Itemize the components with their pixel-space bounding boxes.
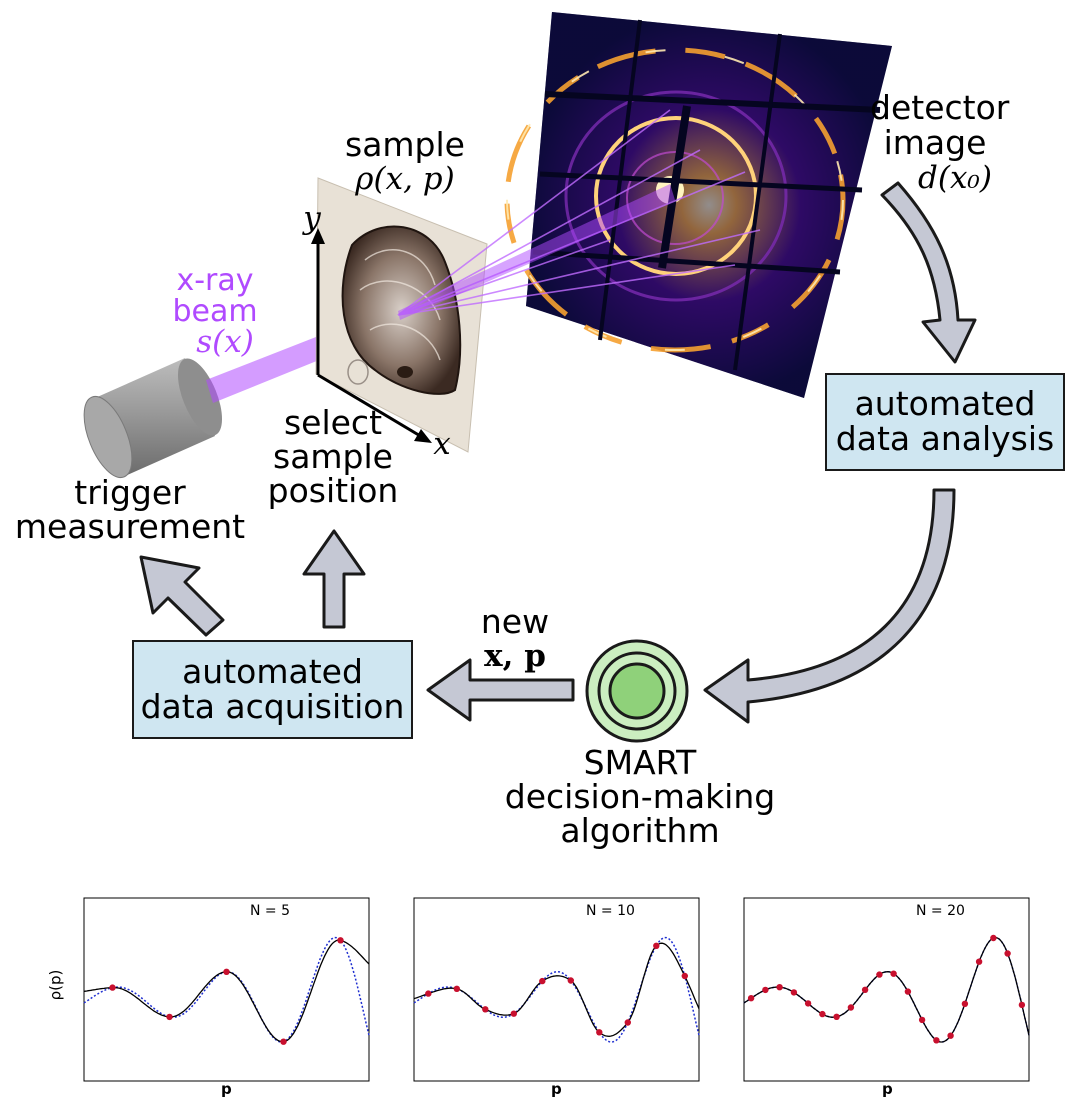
analysis-line1: automated: [854, 384, 1036, 424]
acquisition-line1: automated: [182, 651, 363, 691]
trigger-label-line1: trigger: [74, 473, 186, 512]
plot2-title: N = 10: [586, 903, 635, 919]
detector-math: d(x₀): [918, 160, 992, 196]
sample-point: [337, 937, 344, 944]
arrow-detector-to-analysis: [880, 181, 977, 364]
sample-point: [975, 958, 983, 965]
smart-label-line1: SMART: [583, 743, 697, 782]
sample-point: [904, 988, 912, 995]
select-label-line3: position: [267, 471, 399, 510]
sample-point: [453, 985, 460, 992]
trigger-label-line2: measurement: [14, 507, 246, 546]
analysis-line2: data analysis: [835, 419, 1055, 458]
plot1-ylabel: ρ(p): [46, 969, 65, 1001]
fitted-curve: [413, 942, 700, 1037]
sample-point: [567, 977, 574, 984]
sample-label: sample: [345, 125, 465, 164]
sample-point: [804, 1000, 812, 1007]
sample-point: [833, 1013, 840, 1020]
true-function-curve: [83, 936, 370, 1043]
detector-label-line1: detector: [870, 88, 1010, 127]
sample-point: [947, 1032, 954, 1039]
plot-frame: [743, 897, 1030, 1082]
smart-label-line2: decision-making: [504, 777, 776, 816]
axis-y-label: y: [303, 200, 321, 236]
beam-label-line2: beam: [172, 294, 258, 329]
sample-point: [223, 968, 230, 975]
sample-point: [109, 984, 116, 991]
sample-point: [890, 970, 897, 977]
sample-point: [482, 1006, 489, 1013]
sample-point: [762, 986, 769, 994]
sample-point: [539, 977, 546, 985]
sample-axes: [316, 240, 423, 439]
beam-label-line1: x-ray: [176, 263, 254, 298]
axis-x-label: x: [433, 426, 451, 462]
sample-point: [681, 972, 688, 980]
plot2-xlabel: p: [551, 1080, 562, 1098]
acquisition-line2: data acquisition: [140, 686, 405, 726]
sample-point: [990, 934, 997, 942]
beam-math: s(x): [196, 324, 254, 360]
automated-data-analysis-box: automated data analysis: [825, 373, 1065, 471]
select-label-line2: sample: [273, 437, 393, 476]
plot-frame: [83, 897, 370, 1082]
xray-source: [83, 358, 223, 478]
sample-point: [166, 1013, 173, 1021]
sample-point: [1004, 950, 1011, 957]
arrow-to-select-position: [302, 529, 366, 629]
select-label-line1: select: [283, 403, 383, 442]
plot3-xlabel: p: [882, 1080, 893, 1098]
plot1-xlabel: p: [221, 1080, 232, 1098]
automated-data-acquisition-box: automated data acquisition: [132, 640, 413, 739]
arrow-to-trigger: [139, 555, 225, 637]
plot3-title: N = 20: [916, 903, 965, 919]
sample-point: [624, 1019, 631, 1026]
sample-point: [861, 986, 869, 993]
sample-point: [961, 1000, 969, 1007]
plot1-title: N = 5: [250, 903, 291, 919]
smart-icon: [585, 639, 689, 743]
sample-math: ρ(x, p): [355, 161, 455, 197]
arrow-smart-to-acquisition: [426, 658, 575, 722]
detector-label-line2: image: [883, 123, 987, 162]
new-label: new: [480, 602, 550, 641]
arrow-analysis-to-smart: [703, 488, 956, 724]
sample-point: [847, 1004, 855, 1011]
sample-point: [280, 1038, 287, 1045]
plot-frame: [413, 897, 700, 1082]
sample-point: [933, 1037, 940, 1044]
sample-point: [596, 1029, 603, 1036]
sample-point: [819, 1010, 826, 1018]
sample-point: [653, 942, 660, 949]
sample-point: [510, 1010, 517, 1017]
sample-point: [790, 989, 798, 996]
sample-point: [876, 971, 883, 978]
sample-point: [1018, 1001, 1026, 1009]
sample-point: [776, 984, 783, 991]
sample-point: [425, 990, 432, 997]
new-math: x, p: [484, 638, 546, 674]
sampling-plots: [83, 897, 1030, 1082]
sample-point: [747, 995, 755, 1002]
smart-label-line3: algorithm: [560, 811, 720, 850]
sample-point: [918, 1016, 926, 1024]
detector-image: [504, 12, 892, 398]
